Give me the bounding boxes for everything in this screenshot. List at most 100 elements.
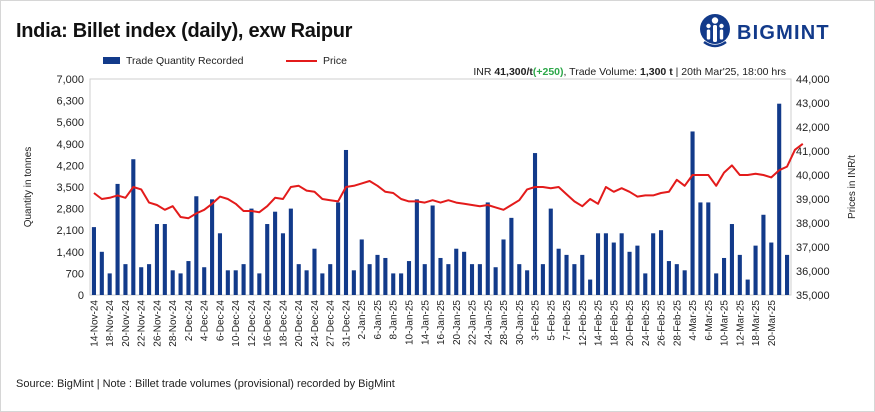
bar-64 (595, 233, 601, 295)
bar-57 (540, 264, 545, 295)
bar-24 (280, 233, 286, 295)
bar-88 (785, 254, 790, 295)
bar-35 (367, 264, 372, 295)
bar-45 (446, 264, 451, 295)
bar-47 (462, 251, 467, 295)
x-tick-7: 4-Dec-24 (200, 300, 211, 342)
y2-axis-title: Prices in INR/t (847, 155, 858, 219)
y-tick-6: 4,200 (56, 160, 84, 172)
bar-56 (532, 153, 538, 295)
y-tick-8: 5,600 (56, 117, 84, 129)
bar-21 (257, 273, 262, 295)
bar-51 (493, 267, 498, 295)
bar-20 (249, 208, 254, 295)
bar-17 (225, 270, 230, 295)
bar-65 (603, 233, 608, 295)
x-tick-9: 10-Dec-24 (231, 300, 242, 347)
bar-36 (375, 254, 380, 295)
bar-2 (107, 273, 112, 295)
bar-9 (162, 224, 167, 295)
info-date: | 20th Mar'25, 18:00 hrs (673, 66, 786, 78)
x-tick-2: 20-Nov-24 (121, 300, 132, 347)
x-tick-17: 2-Jan-25 (357, 300, 368, 340)
y-axis-title: Quantity in tonnes (23, 147, 34, 228)
bar-77 (698, 202, 703, 295)
bar-32 (343, 149, 349, 295)
x-tick-36: 26-Feb-25 (657, 300, 668, 347)
brand-name: BIGMINT (737, 22, 830, 44)
bar-52 (501, 239, 506, 295)
bar-19 (241, 264, 246, 295)
info-price: 41,300/t (494, 66, 533, 78)
bar-series (91, 103, 790, 295)
y-tick-0: 0 (78, 290, 84, 302)
bar-41 (414, 199, 419, 295)
bar-6 (139, 267, 144, 295)
x-tick-27: 30-Jan-25 (515, 300, 526, 345)
bar-87 (777, 103, 782, 295)
bar-72 (658, 230, 664, 295)
bar-43 (430, 205, 435, 295)
bar-42 (422, 264, 427, 295)
bar-62 (580, 254, 585, 295)
bar-29 (320, 273, 325, 295)
bar-69 (635, 245, 640, 295)
y-tick-2: 1,400 (56, 247, 84, 259)
legend-bar-swatch (103, 57, 120, 64)
y-axis-right: 35,000 36,000 37,000 38,000 39,000 40,000 41,0… (796, 74, 830, 302)
y-tick-1: 700 (66, 268, 84, 280)
x-tick-35: 24-Feb-25 (641, 300, 652, 347)
bar-38 (391, 273, 396, 295)
x-tick-25: 24-Jan-25 (483, 300, 494, 345)
info-change: (+250) (533, 66, 564, 78)
price-info-line: INR 41,300/t(+250), Trade Volume: 1,300 … (473, 66, 786, 78)
bar-22 (265, 224, 270, 295)
bar-33 (351, 270, 356, 295)
y-tick-3: 2,100 (56, 225, 84, 237)
bar-86 (769, 242, 774, 295)
bar-71 (651, 233, 656, 295)
bar-16 (217, 233, 223, 295)
y-tick-7: 4,900 (56, 139, 84, 151)
info-volume: 1,300 t (640, 66, 673, 78)
y2-tick-2: 37,000 (796, 242, 830, 254)
bar-39 (399, 273, 404, 295)
source-note: Source: BigMint | Note : Billet trade vo… (16, 378, 395, 390)
bar-18 (233, 270, 238, 295)
x-axis: 14-Nov-24 18-Nov-24 20-Nov-24 22-Nov-24 26-N… (89, 300, 777, 347)
bar-0 (91, 227, 96, 295)
bar-81 (729, 224, 734, 295)
x-tick-12: 18-Dec-24 (278, 300, 289, 347)
x-tick-23: 20-Jan-25 (452, 300, 463, 345)
bar-25 (288, 208, 293, 295)
bar-1 (99, 251, 104, 295)
page-title: India: Billet index (daily), exw Raipur (16, 20, 353, 42)
x-tick-19: 8-Jan-25 (389, 300, 400, 340)
x-tick-28: 3-Feb-25 (531, 300, 542, 341)
x-tick-21: 14-Jan-25 (420, 300, 431, 345)
info-prefix: INR (473, 66, 494, 78)
bar-23 (273, 211, 278, 295)
x-tick-37: 28-Feb-25 (672, 300, 683, 347)
x-tick-43: 20-Mar-25 (767, 300, 778, 347)
bar-30 (328, 264, 333, 295)
y-tick-4: 2,800 (56, 204, 84, 216)
bar-76 (690, 131, 695, 295)
bar-12 (186, 261, 191, 295)
x-tick-11: 16-Dec-24 (263, 300, 274, 347)
bar-14 (202, 267, 207, 295)
y2-tick-8: 43,000 (796, 98, 830, 110)
y2-tick-9: 44,000 (796, 74, 830, 86)
y2-tick-5: 40,000 (796, 170, 830, 182)
x-tick-5: 28-Nov-24 (168, 300, 179, 347)
bar-73 (666, 261, 671, 295)
legend-bar-label: Trade Quantity Recorded (126, 55, 244, 67)
x-tick-33: 18-Feb-25 (609, 300, 620, 347)
bar-4 (123, 264, 128, 295)
bar-50 (485, 202, 490, 295)
x-tick-0: 14-Nov-24 (89, 300, 100, 347)
y2-tick-6: 41,000 (796, 146, 830, 158)
x-tick-16: 31-Dec-24 (341, 300, 352, 347)
bar-26 (296, 264, 301, 295)
bar-11 (178, 273, 183, 295)
